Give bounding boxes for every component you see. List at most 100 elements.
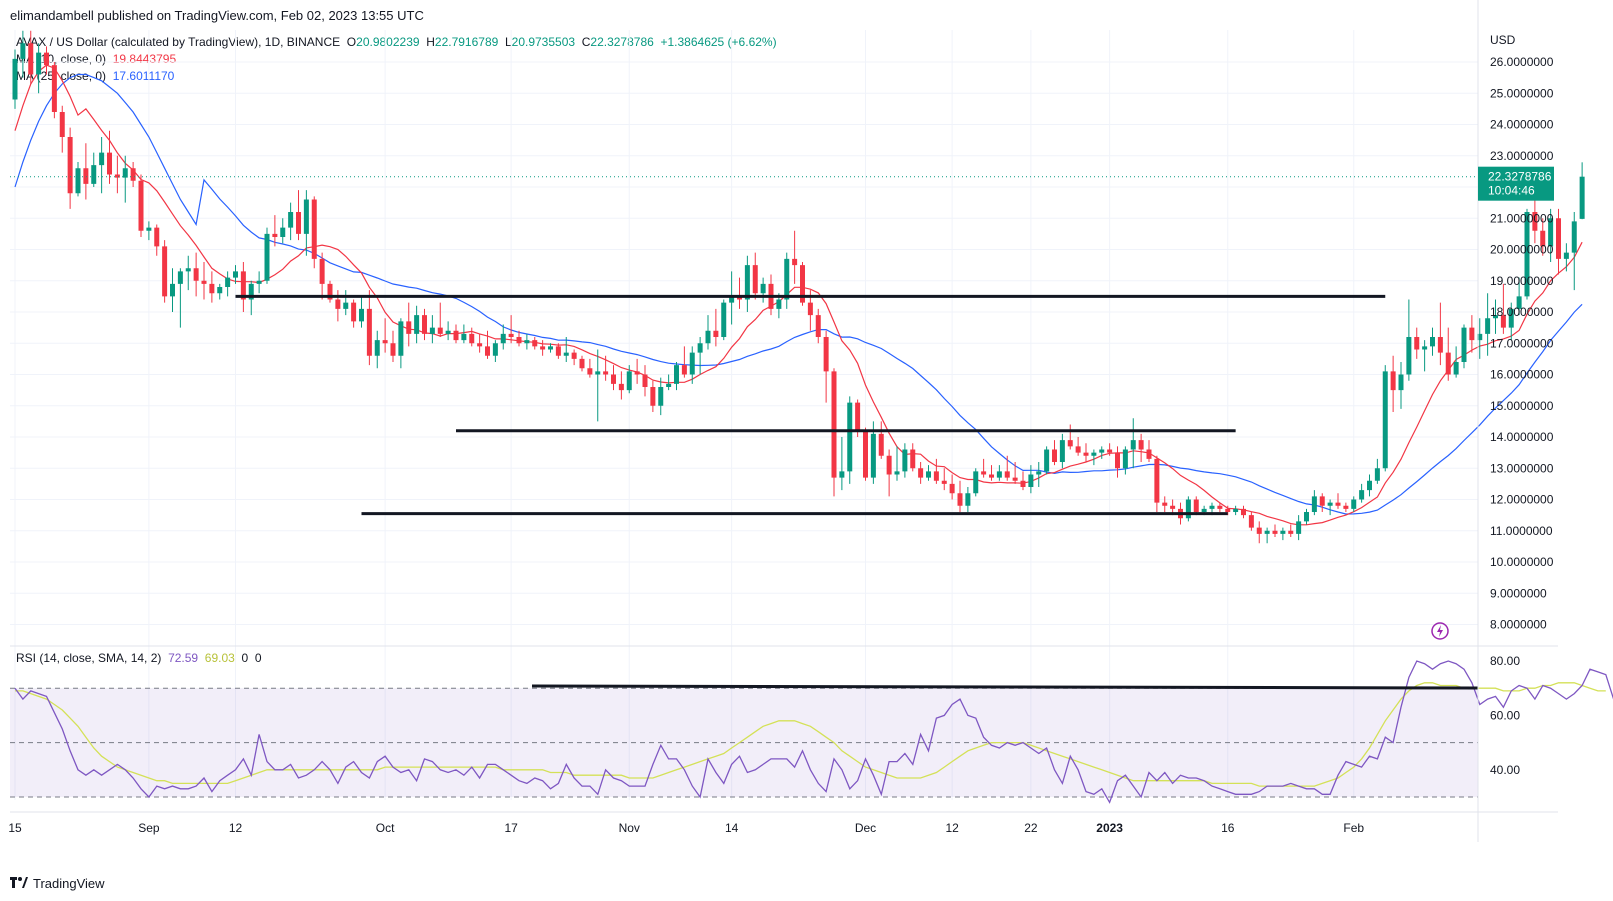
candle-body — [1233, 508, 1239, 512]
candle-body — [390, 343, 396, 356]
candle-body — [697, 343, 703, 353]
candle-body — [1548, 218, 1554, 247]
time-tick-label: Dec — [855, 821, 876, 835]
candle-body — [1524, 212, 1530, 297]
candle-body — [327, 283, 333, 300]
candle-body — [508, 333, 514, 337]
candle-body — [1485, 318, 1491, 334]
time-tick-label: 15 — [8, 821, 22, 835]
candle-body — [374, 340, 380, 356]
candle-body — [1374, 468, 1380, 481]
candle-body — [461, 333, 467, 341]
candle-body — [240, 271, 246, 300]
candle-body — [138, 180, 144, 231]
candle-body — [1044, 449, 1050, 472]
candle-body — [1406, 337, 1412, 375]
candle-body — [776, 299, 782, 309]
tradingview-logo-icon — [10, 876, 28, 891]
candle-body — [1445, 352, 1451, 375]
candle-body — [1422, 346, 1428, 350]
candle-body — [319, 258, 325, 284]
candle-body — [59, 112, 65, 137]
candle-body — [485, 346, 490, 356]
candle-body — [1264, 530, 1270, 534]
candle-body — [1036, 471, 1042, 475]
candle-body — [1579, 176, 1585, 219]
price-tick-label: 8.0000000 — [1490, 618, 1547, 632]
candle-body — [335, 299, 341, 309]
legend-symbol[interactable]: AVAX / US Dollar (calculated by TradingV… — [16, 35, 341, 49]
candle-body — [957, 493, 963, 506]
candle-body — [209, 283, 215, 294]
candle-body — [902, 449, 908, 472]
price-tick-label: 26.0000000 — [1490, 55, 1554, 69]
candle-body — [1288, 530, 1294, 534]
candle-body — [674, 365, 679, 384]
candle-body — [642, 374, 648, 387]
ma25-line — [14, 73, 1583, 515]
candle-body — [1500, 315, 1506, 328]
candle-body — [973, 471, 979, 494]
candle-body — [1532, 212, 1538, 231]
candle-body — [1170, 505, 1176, 509]
candle-body — [815, 315, 821, 337]
rsi-legend-extra-2: 0 — [254, 651, 262, 665]
candle-body — [1138, 440, 1144, 450]
candle-body — [296, 212, 301, 234]
price-tick-label: 18.0000000 — [1490, 305, 1554, 319]
candle-body — [1335, 502, 1341, 506]
candle-body — [1398, 374, 1404, 391]
candle-body — [949, 483, 955, 494]
candle-body — [1563, 252, 1569, 259]
candle-body — [382, 340, 388, 344]
candle-body — [492, 343, 498, 356]
rsi-tick-label: 40.00 — [1490, 763, 1520, 777]
candle-body — [1343, 505, 1349, 509]
candle-body — [737, 296, 742, 300]
candle-body — [981, 471, 987, 475]
lightning-icon — [1431, 622, 1449, 640]
candle-body — [516, 337, 522, 344]
candle-body — [107, 152, 112, 175]
candle-body — [1280, 530, 1286, 534]
candle-body — [1130, 440, 1136, 450]
candle-body — [863, 430, 868, 478]
tradingview-brand[interactable]: TradingView — [10, 876, 105, 891]
time-tick-label: 14 — [725, 821, 739, 835]
last-price-label: 22.3278786 — [1488, 170, 1552, 184]
candle-body — [1319, 496, 1325, 506]
candle-body — [36, 52, 42, 75]
candle-body — [154, 227, 160, 247]
rsi-tick-label: 80.00 — [1490, 654, 1520, 668]
last-price-badge — [1478, 166, 1554, 201]
legend-change: +1.3864625 (+6.62%) — [660, 35, 777, 49]
candle-body — [784, 258, 790, 300]
candle-body — [366, 308, 372, 356]
candle-body — [1359, 490, 1365, 500]
rsi-legend[interactable]: RSI (14, close, SMA, 14, 2) 72.59 69.03 … — [16, 651, 262, 665]
ma10-line — [14, 64, 1583, 526]
candle-body — [989, 474, 994, 478]
price-tick-label: 14.0000000 — [1490, 430, 1554, 444]
candle-body — [603, 371, 609, 375]
candle-body — [1146, 449, 1152, 459]
attribution-text: elimandambell published on TradingView.c… — [10, 8, 424, 23]
legend-open-value: 20.9802239 — [356, 35, 420, 49]
candle-body — [941, 480, 947, 484]
candle-body — [1122, 449, 1128, 469]
candle-body — [1477, 333, 1483, 341]
candle-body — [225, 277, 231, 287]
candle-body — [1390, 371, 1396, 391]
price-tick-label: 24.0000000 — [1490, 118, 1554, 132]
candle-body — [886, 455, 892, 475]
candle-body — [359, 308, 364, 322]
rsi-legend-label: RSI (14, close, SMA, 14, 2) — [16, 651, 162, 665]
rsi-line — [14, 660, 1613, 804]
candle-body — [1028, 474, 1034, 487]
candle-body — [1075, 446, 1081, 453]
legend-ohlc-row: AVAX / US Dollar (calculated by TradingV… — [16, 34, 777, 51]
time-tick-label: 12 — [229, 821, 243, 835]
legend-close-value: 22.3278786 — [590, 35, 654, 49]
candle-body — [870, 433, 876, 478]
